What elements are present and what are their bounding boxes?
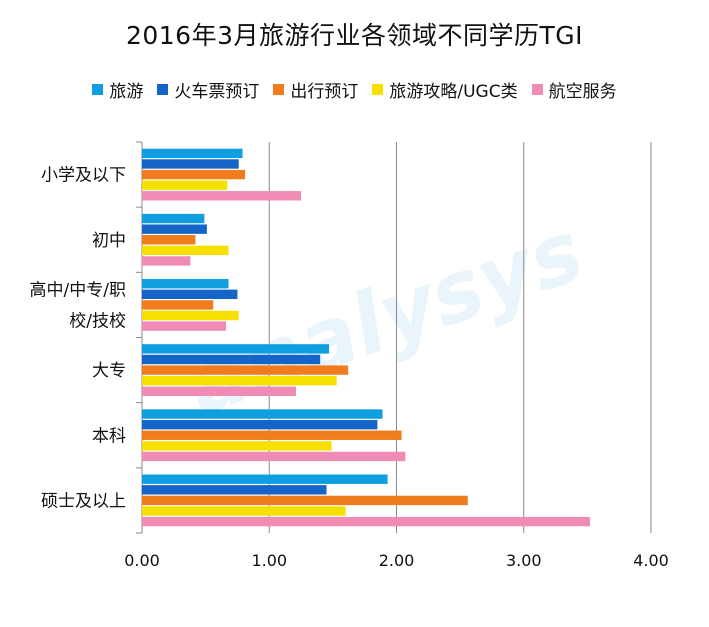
bar (142, 344, 330, 354)
legend-label-airline-service: 航空服务 (548, 82, 617, 102)
legend-item-travel-booking: 出行预订 (273, 77, 358, 102)
x-tick-label: 0.00 (124, 551, 160, 570)
bar (142, 300, 214, 310)
bar (142, 354, 321, 365)
legend-label-tourism: 旅游 (109, 82, 144, 102)
bar (142, 148, 243, 159)
bar (142, 180, 228, 190)
bar (142, 375, 337, 386)
bar (142, 310, 239, 321)
bar (142, 451, 406, 462)
bar (142, 386, 296, 396)
bar (142, 430, 402, 440)
bar (142, 289, 238, 300)
legend-item-travel-guide: 旅游攻略/UGC类 (372, 77, 518, 102)
bar (142, 235, 196, 245)
bar (142, 495, 468, 506)
x-tick-label: 4.00 (633, 551, 669, 570)
bar (142, 224, 207, 234)
category-label: 高中/中专/职 (30, 280, 126, 300)
bar (142, 279, 229, 289)
bar (142, 441, 332, 451)
legend-item-train-ticket: 火车票预订 (157, 77, 259, 102)
legend-label-travel-booking: 出行预订 (290, 82, 359, 102)
bar (142, 365, 349, 375)
legend-item-airline-service: 航空服务 (531, 77, 617, 102)
legend: 旅游 火车票预订 出行预订 旅游攻略/UGC类 航空服务 (0, 77, 709, 102)
legend-swatch-train-ticket (157, 84, 169, 95)
bar (142, 321, 226, 331)
bar (142, 485, 327, 495)
bar (142, 245, 229, 256)
bar (142, 409, 383, 419)
legend-swatch-travel-booking (273, 84, 285, 95)
legend-label-train-ticket: 火车票预订 (174, 82, 260, 102)
category-label: 初中 (92, 231, 126, 251)
bar (142, 213, 205, 224)
bar (142, 506, 346, 516)
bar (142, 169, 246, 180)
legend-label-travel-guide: 旅游攻略/UGC类 (389, 82, 518, 102)
legend-item-tourism: 旅游 (92, 77, 143, 102)
x-tick-label: 3.00 (506, 551, 542, 570)
x-tick-label: 2.00 (379, 551, 415, 570)
bar (142, 256, 191, 266)
bar (142, 516, 590, 527)
category-label: 本科 (92, 426, 126, 446)
category-label: 小学及以下 (41, 166, 126, 186)
chart-title: 2016年3月旅游行业各领域不同学历TGI (125, 21, 584, 50)
legend-swatch-tourism (92, 84, 104, 95)
category-label: 大专 (92, 361, 126, 381)
category-label: 校/技校 (69, 311, 126, 331)
bar (142, 159, 239, 169)
legend-swatch-airline-service (531, 84, 543, 95)
legend-swatch-travel-guide (372, 84, 384, 95)
x-tick-label: 1.00 (251, 551, 287, 570)
bar (142, 419, 378, 430)
category-label: 硕士及以上 (41, 491, 126, 511)
bar (142, 191, 302, 201)
bar (142, 474, 388, 484)
